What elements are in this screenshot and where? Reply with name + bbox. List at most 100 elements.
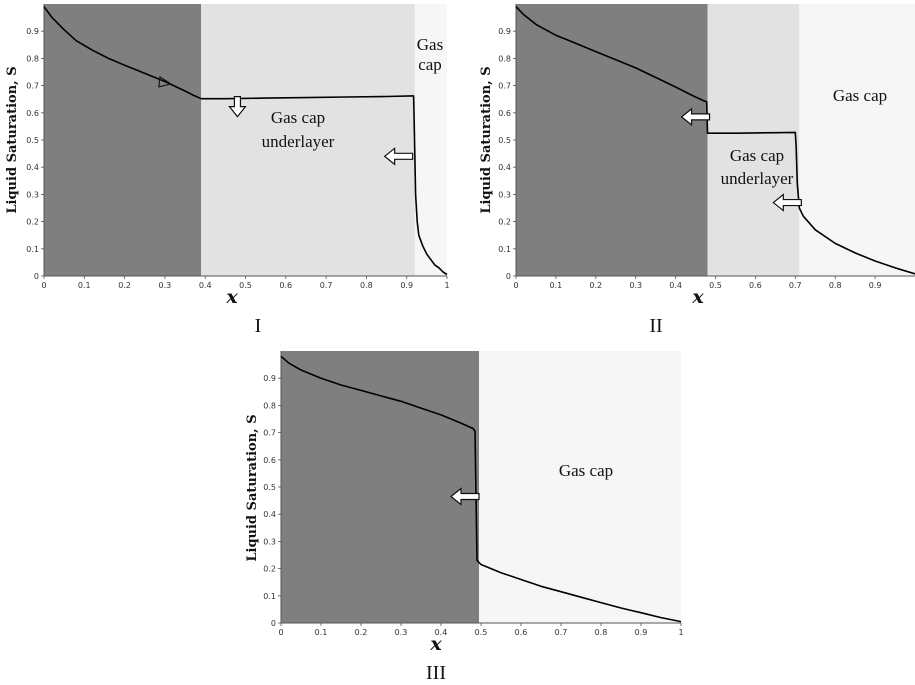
y-tick-label: 0.6 bbox=[498, 109, 511, 118]
x-tick-label: 0.6 bbox=[749, 281, 762, 290]
y-tick-label: 0.7 bbox=[26, 82, 39, 91]
region-label: underlayer bbox=[721, 169, 794, 188]
x-tick-label: 0.2 bbox=[118, 281, 131, 290]
x-tick-label: 0.3 bbox=[629, 281, 642, 290]
y-tick-label: 0.2 bbox=[498, 218, 511, 227]
chart-panel-3: 0 0.1 0.2 0.3 0.4 0.5 0.6 0.7 0.8 0.9 1 0 0.1 0.2 0.3 0… bbox=[245, 351, 684, 684]
y-tick-label: 0.2 bbox=[263, 565, 276, 574]
y-tick-label: 0.5 bbox=[26, 136, 39, 145]
x-tick-label: 0.4 bbox=[199, 281, 212, 290]
x-axis-label: x bbox=[429, 633, 442, 655]
y-axis-label: Liquid Saturation, S bbox=[245, 414, 260, 561]
region-label: Gas cap bbox=[833, 86, 887, 105]
y-tick-label: 0.7 bbox=[263, 429, 276, 438]
region-label: Gas cap bbox=[271, 108, 325, 127]
x-tick-label: 0.1 bbox=[550, 281, 563, 290]
region-label: Gas cap bbox=[730, 146, 784, 165]
x-tick-label: 0.7 bbox=[555, 628, 568, 637]
y-tick-label: 0.8 bbox=[263, 401, 276, 410]
y-tick-label: 0.6 bbox=[263, 456, 276, 465]
region-band bbox=[516, 4, 708, 276]
y-tick-label: 0 bbox=[34, 272, 39, 281]
x-tick-label: 0.8 bbox=[829, 281, 842, 290]
x-tick-label: 1 bbox=[678, 628, 683, 637]
y-tick-label: 0.1 bbox=[26, 245, 39, 254]
region-band bbox=[414, 4, 447, 276]
x-axis-label: x bbox=[691, 286, 704, 308]
x-tick-label: 0.8 bbox=[595, 628, 608, 637]
region-label: cap bbox=[418, 55, 442, 74]
x-tick-label: 0.9 bbox=[869, 281, 882, 290]
y-tick-label: 0.5 bbox=[498, 136, 511, 145]
arrow-left bbox=[680, 107, 711, 127]
x-tick-label: 0.4 bbox=[669, 281, 682, 290]
y-tick-label: 0.1 bbox=[263, 592, 276, 601]
y-tick-label: 0.6 bbox=[26, 109, 39, 118]
x-tick-label: 0.8 bbox=[360, 281, 373, 290]
region-label: Gas cap bbox=[559, 461, 613, 480]
y-tick-label: 0 bbox=[506, 272, 511, 281]
x-tick-label: 0.5 bbox=[475, 628, 488, 637]
y-tick-label: 0.4 bbox=[263, 510, 276, 519]
x-tick-label: 0.7 bbox=[320, 281, 333, 290]
region-band bbox=[201, 4, 415, 276]
y-tick-label: 0.2 bbox=[26, 218, 39, 227]
x-tick-label: 0.6 bbox=[515, 628, 528, 637]
x-tick-label: 0.6 bbox=[279, 281, 292, 290]
x-tick-label: 1 bbox=[444, 281, 449, 290]
x-tick-label: 0.2 bbox=[589, 281, 602, 290]
region-band bbox=[707, 4, 800, 276]
chart-panel-1: 0 0.1 0.2 0.3 0.4 0.5 0.6 0.7 0.8 0.9 1 0 0.1 0.2 0.3 0… bbox=[5, 4, 450, 337]
y-tick-label: 0.7 bbox=[498, 82, 511, 91]
region-band bbox=[44, 4, 202, 276]
region-label: underlayer bbox=[262, 132, 335, 151]
y-tick-label: 0 bbox=[271, 619, 276, 628]
x-tick-label: 0.7 bbox=[789, 281, 802, 290]
y-tick-label: 0.3 bbox=[263, 537, 276, 546]
y-tick-label: 0.9 bbox=[498, 27, 511, 36]
region-band bbox=[479, 351, 681, 623]
panel-label: II bbox=[649, 315, 662, 337]
saturation-curve bbox=[515, 6, 915, 275]
arrow-left bbox=[383, 147, 414, 166]
saturation-curve bbox=[280, 355, 682, 623]
x-tick-label: 0.5 bbox=[239, 281, 252, 290]
panel-label: III bbox=[426, 662, 446, 684]
region-label: Gas bbox=[417, 35, 443, 54]
x-tick-label: 0.3 bbox=[159, 281, 172, 290]
y-tick-label: 0.4 bbox=[26, 163, 39, 172]
y-tick-label: 0.3 bbox=[498, 190, 511, 199]
y-tick-label: 0.8 bbox=[26, 54, 39, 63]
x-tick-label: 0.4 bbox=[435, 628, 448, 637]
x-tick-label: 0.3 bbox=[395, 628, 408, 637]
saturation-curve bbox=[43, 6, 448, 276]
x-tick-label: 0.2 bbox=[355, 628, 368, 637]
x-tick-label: 0.1 bbox=[78, 281, 91, 290]
chart-panel-2: 0 0.1 0.2 0.3 0.4 0.5 0.6 0.7 0.8 0.9 0 0.1 0.2 0.3 0.… bbox=[479, 4, 915, 337]
x-tick-label: 0.9 bbox=[635, 628, 648, 637]
y-tick-label: 0.3 bbox=[26, 190, 39, 199]
x-tick-label: 0.9 bbox=[400, 281, 413, 290]
x-tick-label: 0.5 bbox=[709, 281, 722, 290]
y-axis-label: Liquid Saturation, S bbox=[479, 66, 494, 213]
arrow-along-curve bbox=[158, 75, 173, 88]
x-tick-label: 0.1 bbox=[315, 628, 328, 637]
x-tick-label: 0 bbox=[513, 281, 518, 290]
region-band bbox=[281, 351, 479, 623]
y-axis-label: Liquid Saturation, S bbox=[5, 66, 20, 213]
x-tick-label: 0 bbox=[41, 281, 46, 290]
arrow-down bbox=[228, 96, 247, 118]
y-tick-label: 0.9 bbox=[26, 27, 39, 36]
panel-label: I bbox=[255, 315, 262, 337]
y-tick-label: 0.5 bbox=[263, 483, 276, 492]
arrow-left bbox=[450, 487, 480, 506]
x-axis-label: x bbox=[225, 286, 238, 308]
y-tick-label: 0.8 bbox=[498, 54, 511, 63]
y-tick-label: 0.4 bbox=[498, 163, 511, 172]
y-tick-label: 0.1 bbox=[498, 245, 511, 254]
arrow-left bbox=[772, 193, 802, 212]
x-tick-label: 0 bbox=[278, 628, 283, 637]
y-tick-label: 0.9 bbox=[263, 374, 276, 383]
region-band bbox=[799, 4, 915, 276]
